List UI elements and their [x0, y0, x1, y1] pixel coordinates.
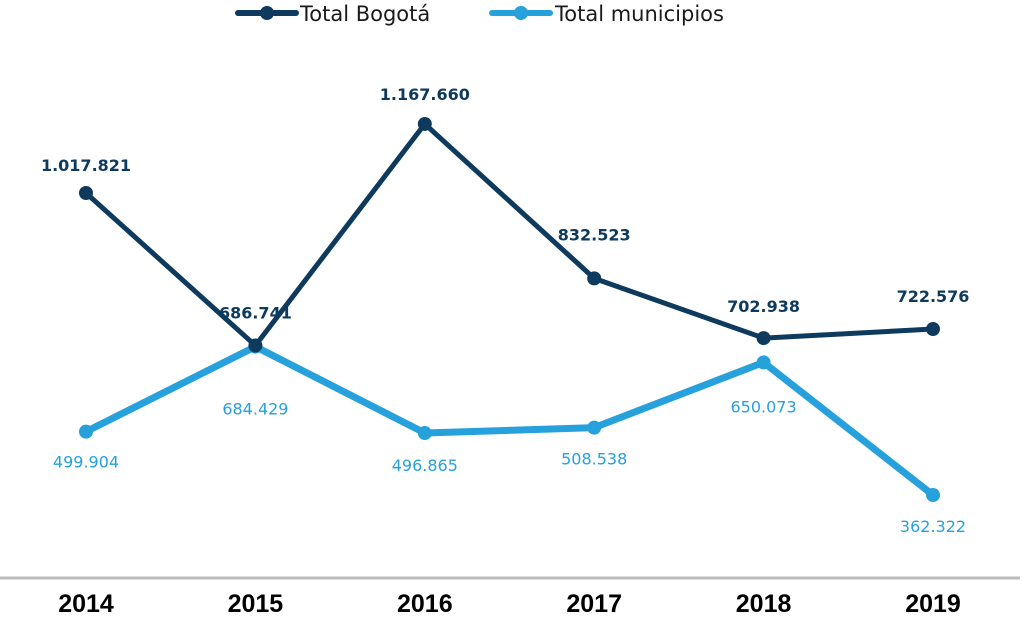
series-municipios: 499.904 684.429 496.865 508.538 650.073 362.3…	[53, 339, 966, 536]
series-line	[84, 343, 936, 498]
data-label: 1.017.821	[41, 156, 131, 175]
x-tick-label: 2016	[397, 590, 453, 618]
data-label: 722.576	[897, 287, 970, 306]
x-tick-label: 2014	[58, 590, 114, 618]
data-point[interactable]	[587, 420, 602, 435]
data-label: 684.429	[222, 400, 288, 419]
data-point[interactable]	[417, 116, 432, 131]
data-label: 499.904	[53, 453, 119, 472]
x-tick-label: 2015	[228, 590, 284, 618]
data-label: 496.865	[392, 456, 458, 475]
data-point[interactable]	[756, 355, 771, 370]
data-point[interactable]	[79, 424, 93, 439]
series-bogota: 1.017.821 686.741 1.167.660 832.523 702.938 7…	[41, 85, 969, 353]
legend-item-municipios[interactable]: Total municipios	[489, 2, 724, 26]
x-tick-label: 2018	[736, 590, 792, 618]
data-label: 686.741	[219, 304, 292, 323]
legend-item-bogota[interactable]: Total Bogotá	[235, 2, 430, 26]
data-point[interactable]	[248, 338, 263, 353]
data-label: 650.073	[731, 397, 797, 416]
x-tick-label: 2019	[905, 590, 961, 618]
data-point[interactable]	[756, 331, 771, 346]
data-label: 832.523	[558, 225, 631, 244]
data-point[interactable]	[926, 488, 940, 503]
data-label: 1.167.660	[380, 85, 470, 104]
data-label: 508.538	[561, 450, 627, 469]
data-point[interactable]	[587, 271, 602, 286]
data-label: 702.938	[727, 297, 800, 316]
legend-label-municipios: Total municipios	[554, 2, 724, 26]
legend: Total Bogotá Total municipios	[235, 2, 724, 26]
data-label: 362.322	[900, 517, 966, 536]
data-point[interactable]	[926, 322, 940, 337]
legend-label-bogota: Total Bogotá	[299, 2, 430, 26]
data-point[interactable]	[417, 426, 432, 441]
series-line	[84, 121, 934, 349]
x-tick-label: 2017	[566, 590, 622, 618]
data-point[interactable]	[79, 186, 93, 201]
